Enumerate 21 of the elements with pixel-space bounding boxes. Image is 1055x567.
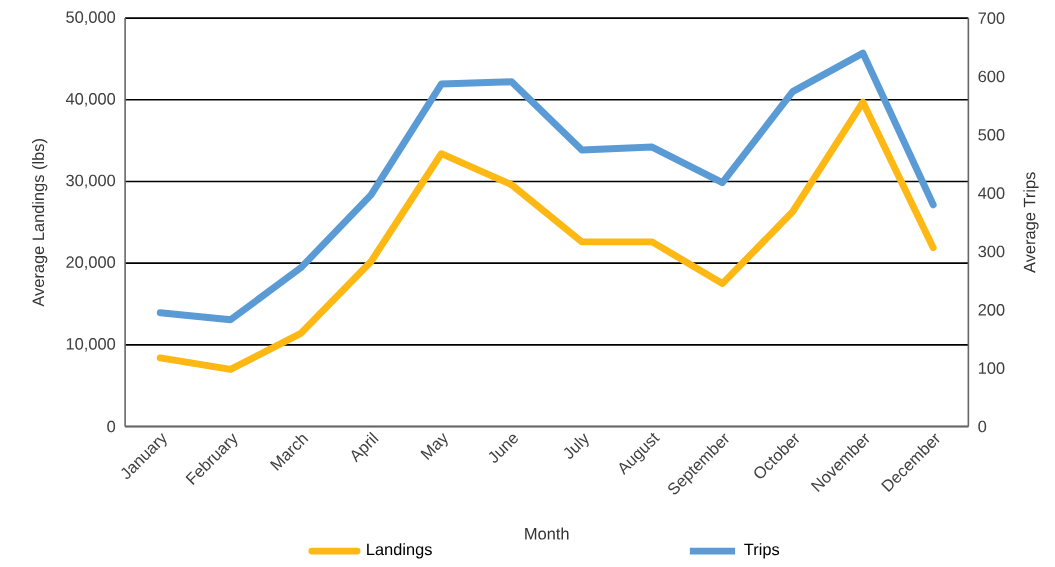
y2-tick-label: 500 (978, 129, 1005, 141)
y-tick-label: 40,000 (65, 93, 116, 107)
y2-tick-label: 600 (978, 70, 1005, 83)
legend-label: Trips (744, 543, 780, 559)
y-tick-label: 50,000 (66, 11, 116, 26)
y2-tick-label: 400 (978, 187, 1005, 200)
y-tick-label: 20,000 (66, 256, 116, 271)
y2-tick-label: 700 (978, 12, 1005, 25)
y2-axis-title: Average Trips (1023, 172, 1039, 274)
x-tick-label: May (420, 433, 448, 461)
x-axis-title: Month (525, 527, 569, 540)
y-tick-label: 0 (107, 420, 116, 433)
y2-tick-label: 100 (978, 362, 1005, 375)
y-tick-label: 10,000 (66, 338, 116, 352)
y-tick-label: 30,000 (66, 174, 116, 189)
x-tick-label: July (563, 433, 589, 459)
y-axis-title: Average Landings (lbs) (32, 139, 48, 307)
y2-tick-label: 200 (978, 304, 1005, 316)
y2-tick-label: 0 (978, 420, 987, 433)
y2-tick-label: 300 (978, 245, 1005, 258)
legend-label: Landings (367, 543, 432, 559)
